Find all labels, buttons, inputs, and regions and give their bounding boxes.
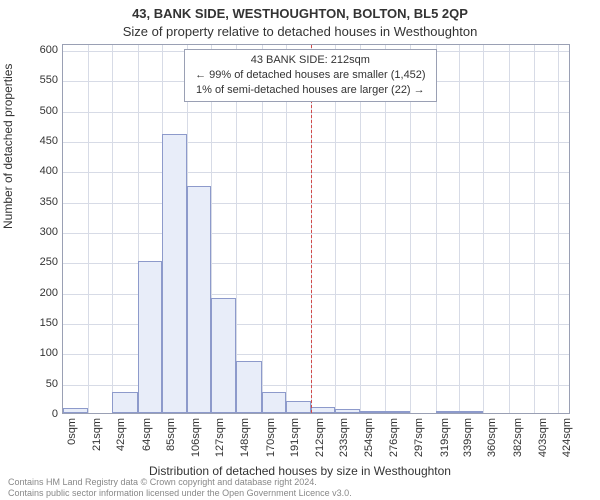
x-tick-label: 21sqm [91,418,103,478]
histogram-bar [187,186,212,413]
grid-line-h [63,112,569,113]
grid-line-v [534,45,535,413]
x-tick-label: 0sqm [66,418,78,478]
y-tick-label: 250 [8,256,58,268]
grid-line-h [63,142,569,143]
x-tick-label: 127sqm [214,418,226,478]
x-tick-label: 424sqm [561,418,573,478]
x-tick-label: 297sqm [413,418,425,478]
x-tick-label: 64sqm [141,418,153,478]
x-tick-label: 403sqm [537,418,549,478]
y-tick-label: 150 [8,317,58,329]
histogram-bar [459,411,484,413]
x-tick-label: 233sqm [338,418,350,478]
x-tick-label: 319sqm [439,418,451,478]
histogram-bar [262,392,287,413]
grid-line-v [558,45,559,413]
grid-line-h [63,172,569,173]
x-tick-label: 170sqm [265,418,277,478]
histogram-bar [286,401,311,413]
x-tick-label: 148sqm [239,418,251,478]
y-tick-label: 350 [8,196,58,208]
histogram-bar [311,407,336,413]
attribution-line2: Contains public sector information licen… [8,488,352,498]
histogram-bar [63,408,88,413]
histogram-bar [211,298,236,413]
x-tick-label: 191sqm [289,418,301,478]
chart-title-line2: Size of property relative to detached ho… [0,24,600,39]
grid-line-v [459,45,460,413]
x-tick-label: 276sqm [388,418,400,478]
attribution-line1: Contains HM Land Registry data © Crown c… [8,477,317,487]
chart-title-line1: 43, BANK SIDE, WESTHOUGHTON, BOLTON, BL5… [0,6,600,21]
histogram-bar [138,261,163,413]
y-tick-label: 550 [8,74,58,86]
annotation-box: 43 BANK SIDE: 212sqm← 99% of detached ho… [184,49,437,102]
attribution-text: Contains HM Land Registry data © Crown c… [8,477,352,498]
x-tick-label: 339sqm [462,418,474,478]
annotation-line2: ← 99% of detached houses are smaller (1,… [195,68,426,83]
histogram-bar [436,411,459,413]
histogram-bar [385,411,410,413]
annotation-line1: 43 BANK SIDE: 212sqm [195,53,426,68]
y-tick-label: 600 [8,44,58,56]
grid-line-v [483,45,484,413]
grid-line-v [88,45,89,413]
histogram-bar [236,361,262,413]
grid-line-h [63,233,569,234]
grid-line-h [63,203,569,204]
grid-line-v [112,45,113,413]
histogram-bar [335,409,360,413]
y-tick-label: 500 [8,105,58,117]
histogram-bar [162,134,187,413]
x-tick-label: 42sqm [115,418,127,478]
x-tick-label: 382sqm [512,418,524,478]
y-tick-label: 300 [8,226,58,238]
y-tick-label: 50 [8,378,58,390]
x-tick-label: 212sqm [314,418,326,478]
histogram-bar [360,411,386,413]
y-tick-label: 100 [8,347,58,359]
x-tick-label: 106sqm [190,418,202,478]
x-tick-label: 85sqm [165,418,177,478]
y-tick-label: 450 [8,135,58,147]
annotation-line3: 1% of semi-detached houses are larger (2… [195,83,426,98]
histogram-bar [112,392,138,413]
grid-line-v [509,45,510,413]
plot-area: 43 BANK SIDE: 212sqm← 99% of detached ho… [62,44,570,414]
x-tick-label: 360sqm [486,418,498,478]
y-tick-label: 400 [8,165,58,177]
y-tick-label: 0 [8,408,58,420]
x-tick-label: 254sqm [363,418,375,478]
y-tick-label: 200 [8,287,58,299]
